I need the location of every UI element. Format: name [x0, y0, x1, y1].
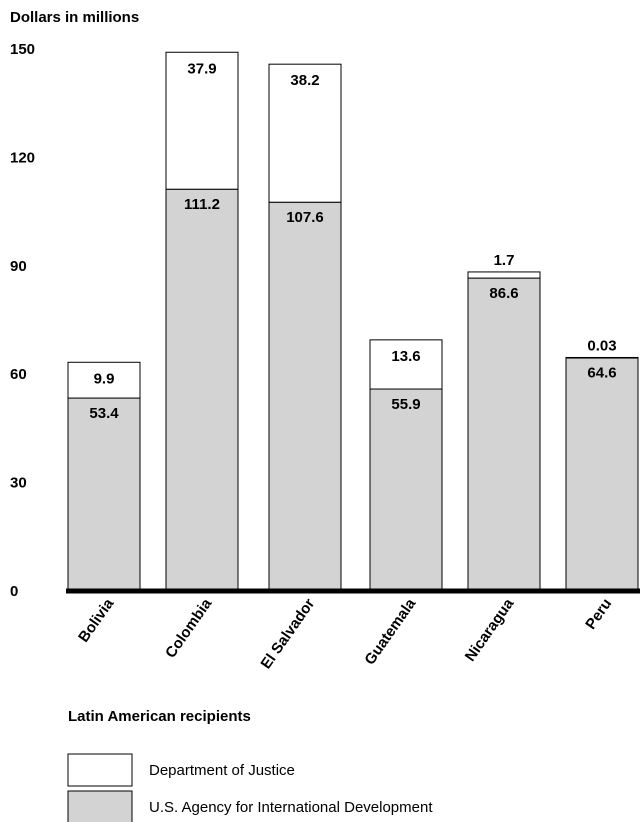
y-tick-label: 150 [10, 41, 35, 58]
y-tick-label: 60 [10, 366, 27, 383]
category-label-el-salvador: El Salvador [257, 595, 318, 672]
bar-usaid-bolivia [67, 397, 141, 592]
category-label-nicaragua: Nicaragua [462, 595, 518, 665]
data-label-usaid: 86.6 [489, 285, 518, 302]
data-label-usaid: 111.2 [184, 196, 220, 213]
data-label-usaid: 107.6 [286, 209, 324, 226]
y-tick-label: 90 [10, 258, 27, 275]
bar-doj-bolivia [67, 361, 141, 399]
category-label-guatemala: Guatemala [361, 595, 419, 668]
y-tick-label: 120 [10, 149, 35, 166]
data-label-doj: 0.03 [587, 337, 616, 354]
bar-usaid-peru [565, 357, 639, 592]
legend-swatch-department-of-justice [67, 753, 133, 787]
y-axis-title: Dollars in millions [10, 9, 139, 26]
category-labels: Bolivia Colombia El Salvador Guatemala Nicar… [75, 595, 615, 672]
data-label-doj: 37.9 [187, 60, 216, 77]
legend-swatch-u-s-agency-for-international-development [67, 790, 133, 822]
legend-label: Department of Justice [149, 762, 295, 779]
y-axis-ticks: 0 30 60 90 120 150 [10, 41, 35, 600]
bar-doj-guatemala [369, 339, 443, 390]
y-tick-label: 30 [10, 475, 27, 492]
bar-doj-colombia [165, 51, 239, 190]
bar-doj-peru [565, 356, 639, 359]
legend: Department of Justice U.S. Agency for Int… [67, 753, 433, 822]
data-label-usaid: 53.4 [89, 405, 119, 422]
bar-doj-el-salvador [268, 63, 342, 203]
bar-doj-nicaragua [467, 271, 541, 279]
data-label-usaid: 64.6 [587, 365, 616, 382]
category-label-bolivia: Bolivia [75, 595, 118, 646]
data-label-doj: 13.6 [391, 348, 420, 365]
legend-label: U.S. Agency for International Developmen… [149, 799, 433, 816]
bars: 53.4 9.9 111.2 37.9 107.6 38.2 55.9 13.6 86.6 1.7… [67, 51, 639, 592]
y-tick-label: 0 [10, 583, 18, 600]
bar-usaid-guatemala [369, 388, 443, 592]
x-axis-title: Latin American recipients [68, 708, 251, 725]
bar-usaid-el-salvador [268, 201, 342, 592]
bar-usaid-nicaragua [467, 277, 541, 592]
category-label-colombia: Colombia [162, 595, 215, 661]
data-label-doj: 38.2 [290, 72, 319, 89]
bar-usaid-colombia [165, 188, 239, 592]
data-label-doj: 1.7 [494, 252, 515, 269]
category-label-peru: Peru [582, 596, 615, 633]
data-label-doj: 9.9 [94, 370, 115, 387]
data-label-usaid: 55.9 [391, 396, 420, 413]
